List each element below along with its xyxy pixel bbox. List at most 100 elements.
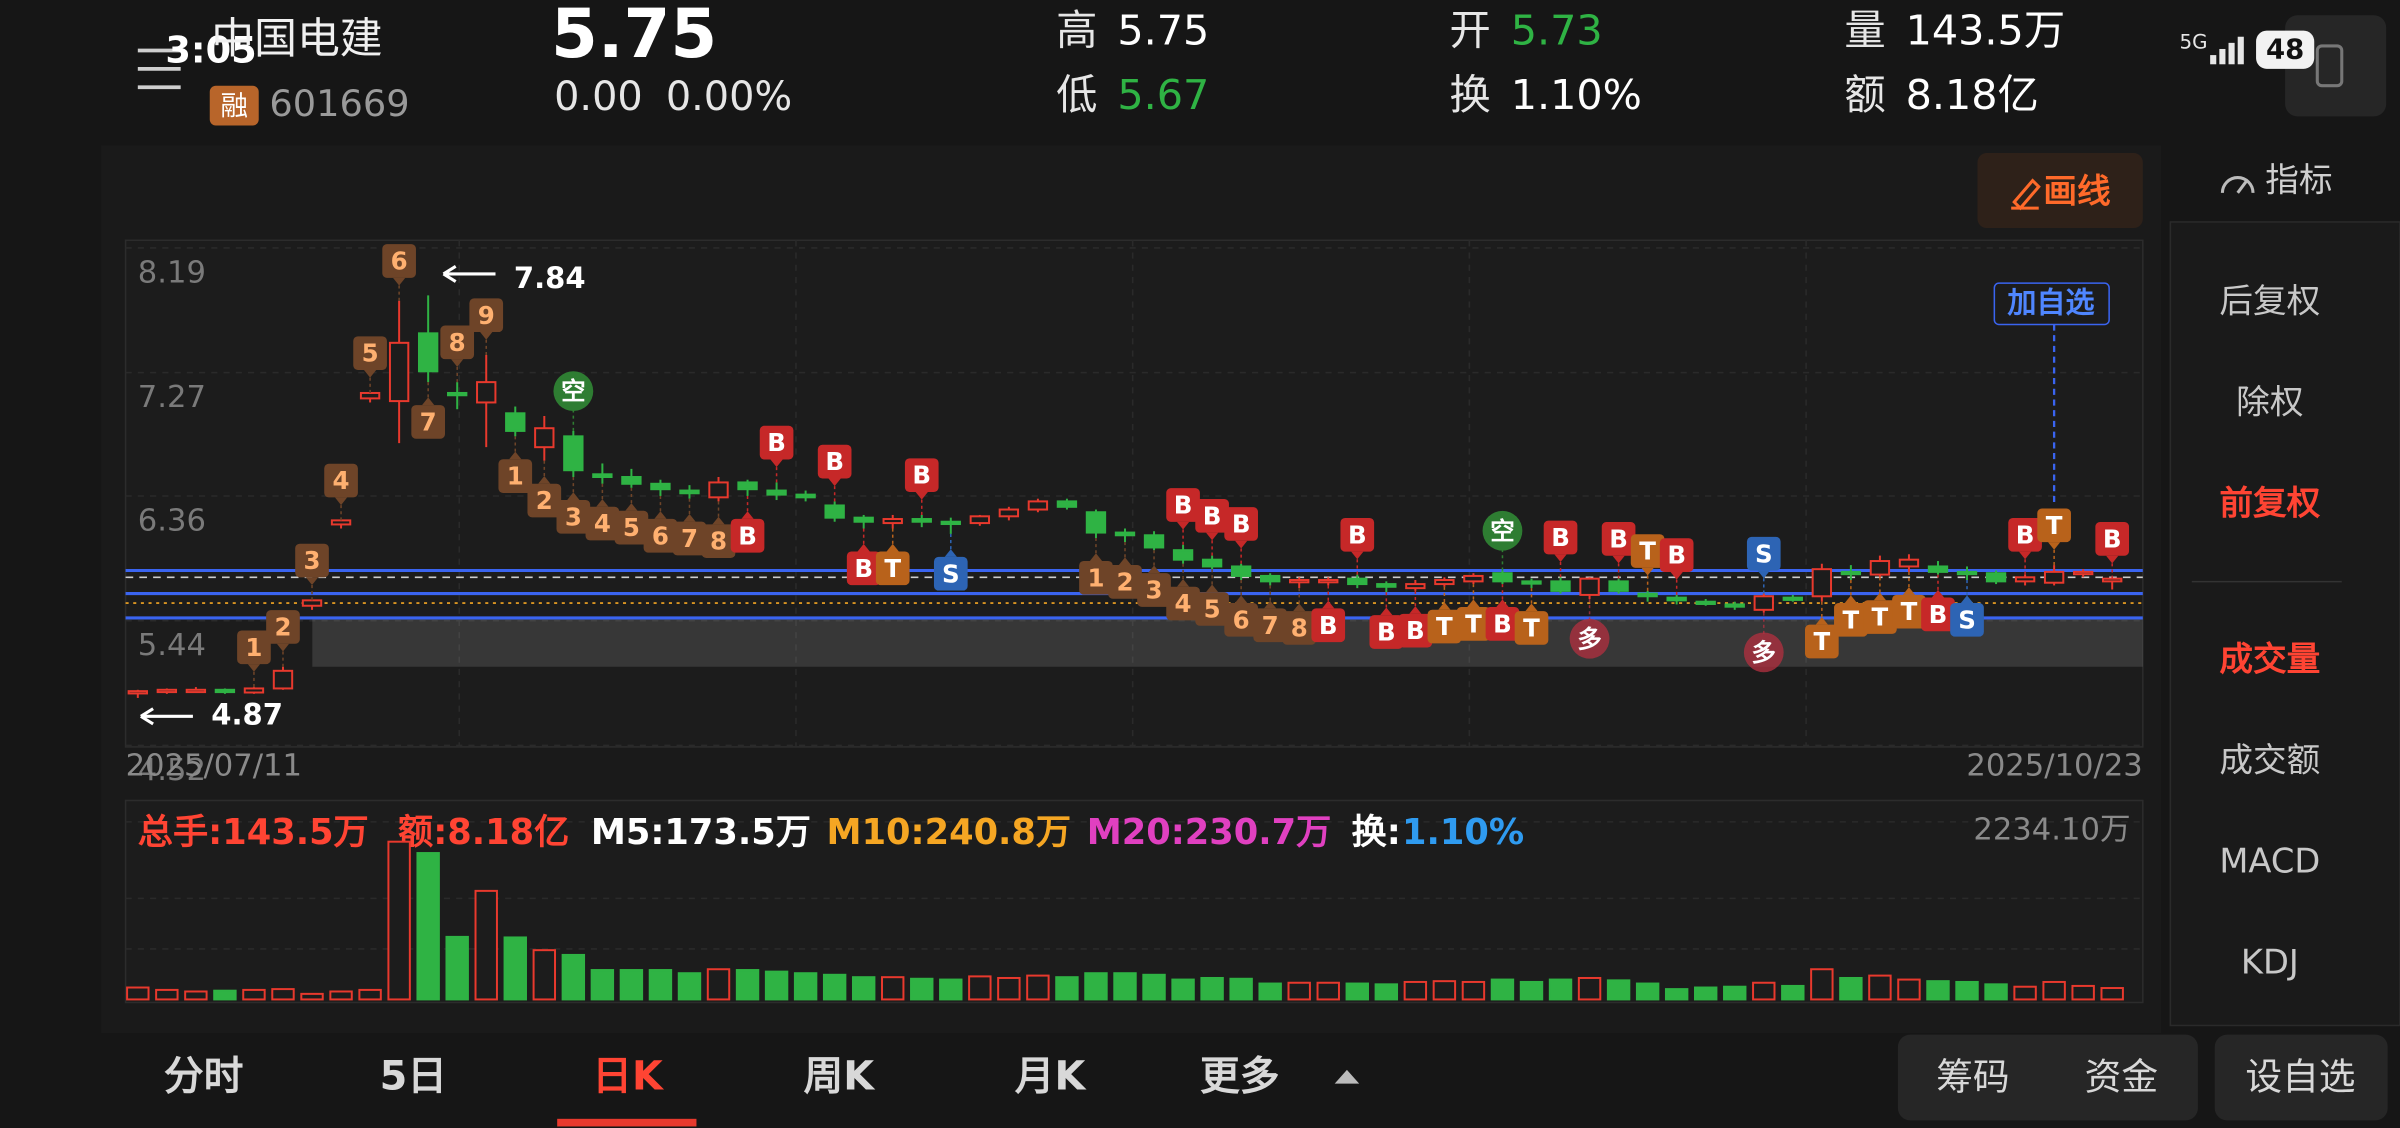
watch-tag[interactable]: 加自选 — [2007, 286, 2094, 320]
volume-bar — [1345, 982, 1369, 1001]
signal-bar — [2237, 36, 2244, 65]
signal-badge — [498, 459, 533, 493]
sidebar-item[interactable]: 成交量 — [2219, 640, 2320, 679]
signal-pointer — [1089, 553, 1103, 561]
period-tab[interactable]: 更多 — [1200, 1054, 1280, 1100]
x-tick-label: 2025/10/23 — [1966, 748, 2142, 783]
period-tab[interactable]: 日K — [592, 1054, 665, 1100]
candle-body — [1056, 500, 1078, 508]
volume-bar — [2100, 987, 2124, 1001]
signal-label: 4 — [333, 466, 350, 495]
candle-body — [998, 508, 1020, 518]
sidebar-item[interactable]: KDJ — [2241, 943, 2299, 982]
volume-bar — [213, 989, 237, 1001]
signal-badge — [701, 524, 736, 559]
candle-body — [563, 435, 584, 472]
signal-label: 9 — [478, 301, 495, 330]
signal-label: S — [942, 559, 960, 588]
signal-label: B — [1232, 509, 1251, 538]
signal-badge — [440, 325, 475, 360]
candle-body — [127, 690, 148, 695]
signal-badge — [614, 510, 649, 545]
candle-body — [359, 391, 381, 400]
candle-body — [2072, 570, 2094, 576]
candle-body — [1724, 603, 1745, 608]
sidebar-item[interactable]: 除权 — [2236, 383, 2303, 422]
signal-pointer — [1467, 599, 1480, 608]
signal-label: 8 — [449, 328, 466, 357]
signal-label: 6 — [391, 247, 408, 276]
signal-label: B — [1377, 618, 1396, 647]
volume-bar — [1897, 978, 1921, 1001]
volume-bar — [1548, 978, 1573, 1001]
candle-body — [1782, 596, 1803, 601]
y-tick-label: 4.52 — [138, 753, 206, 788]
signal-badge — [1863, 600, 1897, 634]
signal-badge — [1253, 608, 1288, 643]
signal-pointer — [1351, 551, 1364, 560]
signal-bar — [2210, 55, 2217, 65]
signal-pointer — [1844, 595, 1858, 603]
sidebar-item[interactable]: 后复权 — [2219, 282, 2320, 321]
action-button[interactable]: 资金 — [2085, 1056, 2158, 1099]
gauge-icon — [2220, 176, 2255, 193]
volume-tick-label: 2234.10万 — [1973, 813, 2130, 848]
stat-value: 5.75 — [1117, 7, 1209, 55]
volume-bar — [1432, 980, 1457, 1001]
menu-icon[interactable] — [137, 48, 181, 90]
signal-pointer — [1641, 567, 1654, 576]
volume-bar — [242, 988, 266, 1001]
y-tick-label: 5.44 — [138, 628, 206, 663]
signal-pointer — [1931, 589, 1945, 598]
signal-badge — [1079, 560, 1113, 595]
signal-badge — [1166, 586, 1200, 621]
y-tick-label: 8.19 — [138, 255, 206, 290]
sidebar-item[interactable]: MACD — [2219, 842, 2320, 881]
signal-badge — [1601, 522, 1636, 556]
volume-bar — [1810, 968, 1834, 1001]
action-button[interactable]: 筹码 — [1936, 1056, 2009, 1099]
signal-badge — [266, 610, 300, 644]
volume-legend: 1.10% — [1402, 812, 1524, 853]
volume-bar — [1316, 981, 1340, 1001]
candle-body — [1318, 579, 1339, 584]
volume-bar — [2071, 984, 2095, 1001]
signal-badge — [1427, 609, 1462, 644]
signal-pointer — [2048, 542, 2061, 550]
volume-bar — [1577, 976, 1602, 1001]
signal-badge — [1224, 602, 1258, 637]
period-tab[interactable]: 周K — [803, 1054, 876, 1100]
candle-body — [1172, 549, 1194, 561]
volume-bar — [561, 953, 586, 1001]
sidebar-item[interactable]: 成交额 — [2219, 741, 2320, 780]
stock-code: 601669 — [269, 82, 409, 125]
more-arrow[interactable] — [1334, 1069, 1360, 1084]
action-button[interactable]: 设自选 — [2245, 1056, 2355, 1099]
watch-tag-bg[interactable] — [1993, 282, 2110, 326]
volume-legend: M5:173.5万 — [591, 812, 811, 853]
candle-body — [330, 519, 352, 526]
price-change-pct: 0.00% — [666, 74, 792, 120]
candle-body — [708, 481, 729, 499]
candle-body — [621, 476, 642, 485]
sidebar-item[interactable]: 前复权 — [2219, 484, 2320, 523]
candle-body — [1405, 583, 1426, 590]
draw-button[interactable]: 画线 — [2043, 171, 2110, 210]
signal-label: 4 — [594, 509, 611, 538]
signal-pointer — [857, 543, 870, 552]
signal-badge — [1834, 602, 1868, 637]
signal-label: 1 — [507, 462, 524, 491]
period-tab[interactable]: 5日 — [380, 1054, 447, 1100]
signal-label: B — [1348, 520, 1367, 549]
candle-body — [1666, 596, 1687, 602]
candle-body — [2102, 577, 2123, 583]
signal-pointer — [1235, 540, 1248, 549]
candle-body — [417, 332, 439, 373]
signal-badge — [553, 371, 594, 412]
period-tab[interactable]: 分时 — [164, 1054, 244, 1100]
period-tab[interactable]: 月K — [1015, 1054, 1088, 1100]
volume-legend: 总手:143.5万 — [138, 812, 369, 853]
indicator-button[interactable]: 指标 — [2265, 161, 2332, 200]
signal-pointer — [1612, 555, 1625, 564]
